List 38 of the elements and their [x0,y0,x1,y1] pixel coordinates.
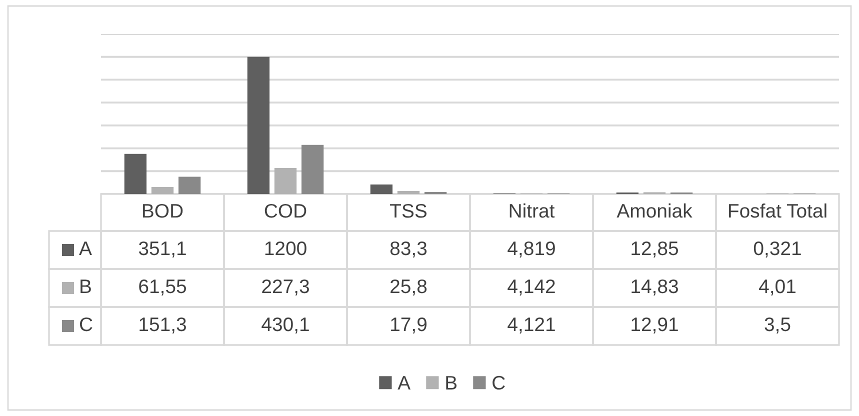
x-tick-label: Amoniak [616,203,692,218]
bar [301,144,324,194]
data-label: 83,3 [390,241,427,258]
bar [274,168,297,194]
data-label: 151,3 [140,317,186,334]
x-tick-label: TSS [390,204,427,218]
legend-label: C [80,317,92,332]
data-label: 14,83 [632,279,678,296]
data-label: 12,85 [632,241,678,258]
bar [151,186,174,194]
data-label: 0,321 [754,241,801,258]
text: A [398,376,411,390]
bar [124,154,147,194]
data-label: 12,91 [632,317,678,334]
bar [370,184,393,194]
x-tick-label: BOD [143,204,183,218]
data-label: 17,9 [391,317,426,334]
legend-label: A [79,242,92,256]
data-label: 4,819 [508,241,555,258]
data-label: 351,1 [138,241,186,258]
legend-label: B [80,280,91,294]
data-label: 4,01 [759,279,796,296]
data-label: 4,121 [508,317,555,334]
text: B [446,376,457,390]
data-label: 25,8 [390,279,427,296]
bar [247,56,270,194]
x-tick-label: Nitrat [510,203,555,218]
text: C [492,376,505,390]
data-label: 61,55 [139,279,186,296]
bar [178,176,201,194]
x-tick-label: COD [264,204,306,218]
data-label: 1200 [265,241,306,256]
x-tick-label: Fosfat Total [729,203,826,218]
data-label: 227,3 [262,279,309,296]
bar [397,191,420,194]
data-label: 430,1 [262,317,309,334]
data-label: 4,142 [508,279,555,296]
data-label: 3,5 [764,317,790,334]
